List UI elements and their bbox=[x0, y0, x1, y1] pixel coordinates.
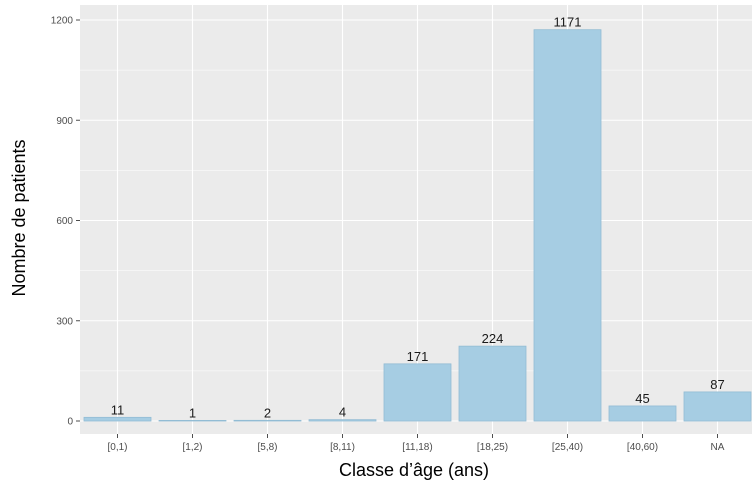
x-tick-label: [25,40) bbox=[552, 442, 583, 453]
bar bbox=[158, 419, 227, 422]
x-tick-label: [11,18) bbox=[402, 442, 432, 453]
bar bbox=[308, 419, 377, 422]
x-tick-label: [0,1) bbox=[107, 442, 127, 453]
y-axis-ticks: 0 300 600 900 1200 bbox=[51, 16, 80, 428]
data-label: 87 bbox=[710, 377, 724, 392]
data-label: 11 bbox=[111, 402, 125, 417]
bar bbox=[683, 391, 752, 422]
y-tick-label: 1200 bbox=[51, 16, 74, 27]
x-axis-title: Classe d’âge (ans) bbox=[339, 460, 489, 480]
x-tick-label: [18,25) bbox=[477, 442, 508, 453]
y-tick-label: 900 bbox=[56, 116, 73, 127]
bar bbox=[83, 416, 152, 422]
x-axis-ticks: [0,1) [1,2) [5,8) [8,11) [11,18) [18,25) [25,4… bbox=[107, 434, 725, 453]
x-tick-label: [40,60) bbox=[627, 442, 658, 453]
x-tick-label: NA bbox=[711, 442, 725, 453]
data-label: 1 bbox=[189, 406, 196, 421]
data-label: 45 bbox=[635, 391, 649, 406]
data-label: 224 bbox=[482, 331, 504, 346]
grid-major bbox=[80, 5, 752, 434]
bar bbox=[383, 363, 452, 422]
x-tick-label: [1,2) bbox=[182, 442, 202, 453]
x-tick-label: [8,11) bbox=[330, 442, 355, 453]
y-tick-label: 600 bbox=[56, 216, 73, 227]
bars bbox=[83, 29, 752, 422]
y-tick-label: 0 bbox=[67, 417, 73, 428]
data-label: 2 bbox=[264, 405, 271, 420]
data-label: 171 bbox=[407, 349, 429, 364]
bar bbox=[233, 419, 302, 422]
x-tick-label: [5,8) bbox=[257, 442, 277, 453]
y-tick-label: 300 bbox=[56, 316, 73, 327]
data-label: 1171 bbox=[554, 15, 582, 30]
bar bbox=[608, 405, 677, 422]
bar bbox=[533, 29, 602, 422]
data-label: 4 bbox=[339, 405, 346, 420]
y-axis-title: Nombre de patients bbox=[9, 139, 29, 296]
bar bbox=[458, 345, 527, 422]
